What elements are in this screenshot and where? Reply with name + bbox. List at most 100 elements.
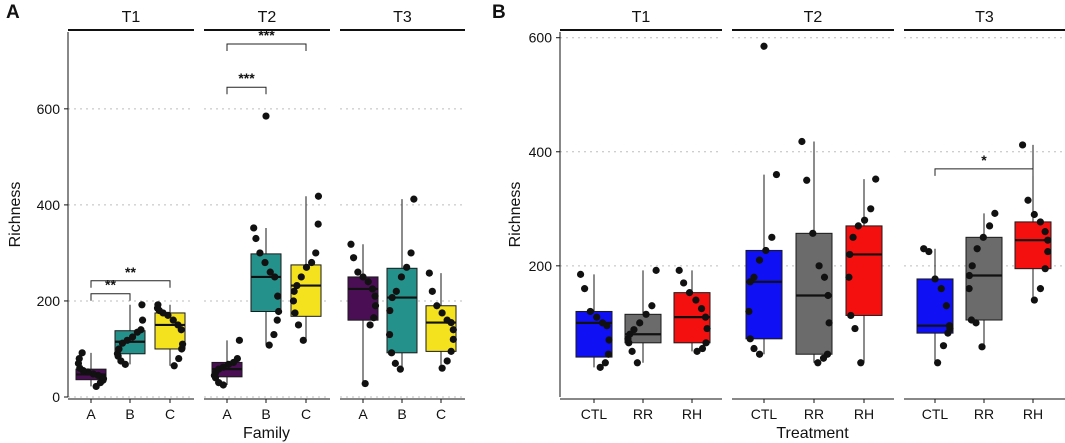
x-tick-label-T1-RR: RR [633, 406, 653, 422]
data-point [438, 309, 446, 317]
y-tick-label-600: 600 [37, 101, 61, 117]
data-point [233, 354, 241, 363]
outlier-point [760, 42, 768, 50]
data-point [291, 309, 299, 317]
data-point [138, 301, 146, 309]
data-point [823, 350, 832, 358]
data-point [872, 175, 880, 183]
data-point [991, 209, 999, 217]
data-point [137, 326, 145, 334]
data-point [945, 322, 954, 330]
data-point [576, 270, 585, 278]
x-tick-label-T3-A: A [358, 406, 368, 422]
data-point [847, 311, 855, 320]
data-point [698, 344, 707, 353]
data-point [403, 263, 411, 271]
data-point [973, 245, 981, 253]
data-point [1036, 285, 1045, 293]
x-tick-label-T3-C: C [436, 406, 446, 422]
data-point [967, 316, 976, 324]
x-tick-label-T2-C: C [301, 406, 311, 422]
y-tick-label-400: 400 [529, 144, 553, 160]
data-point [349, 254, 358, 262]
data-point [364, 278, 372, 286]
box-group-T1-C [153, 301, 187, 370]
data-point [425, 269, 433, 277]
data-point [273, 316, 281, 324]
data-point [388, 293, 396, 302]
data-point [985, 222, 994, 230]
data-point [768, 233, 776, 241]
data-point [370, 314, 378, 322]
data-point [294, 321, 303, 329]
box-iqr [845, 225, 883, 316]
data-point [845, 273, 853, 281]
data-point [261, 258, 269, 267]
significance-label: * [981, 152, 987, 168]
data-point [397, 273, 406, 281]
data-point [75, 354, 83, 363]
data-point [814, 359, 822, 367]
y-tick-label-200: 200 [37, 293, 61, 309]
data-point [798, 137, 806, 146]
data-point [447, 347, 455, 355]
x-tick-label-T3-RH: RH [1023, 406, 1043, 422]
x-tick-label-T1-C: C [165, 406, 175, 422]
box-group-T2-CTL [745, 42, 783, 358]
significance-T1-A-C: ** [90, 264, 171, 288]
data-point [680, 279, 688, 287]
panel-letter-a: A [6, 2, 20, 23]
box-group-T2-RR [795, 137, 833, 367]
significance-T3-CTL-RH: * [934, 152, 1034, 176]
significance-bracket [90, 293, 131, 301]
box-group-T3-C [425, 269, 457, 372]
data-point [628, 347, 636, 355]
data-point [347, 240, 355, 248]
data-point [968, 262, 976, 270]
data-point [942, 302, 950, 310]
data-point [407, 249, 415, 257]
box-group-T1-B [113, 301, 147, 368]
facet-label-T2: T2 [258, 9, 277, 26]
data-point [386, 306, 394, 315]
panel-a: A 0 200 400 600 Richness T1 A B C T2 A B C T3 A B C Famil… [6, 2, 465, 442]
data-point [979, 233, 987, 241]
data-point [815, 262, 823, 270]
data-point [746, 335, 754, 343]
data-point [299, 336, 307, 344]
significance-label: ** [125, 264, 136, 280]
data-point [371, 292, 379, 300]
data-point [250, 224, 258, 232]
data-point [851, 324, 859, 333]
data-point [274, 292, 282, 300]
data-point [867, 205, 875, 213]
data-point [387, 349, 396, 357]
data-point [266, 268, 274, 276]
x-tick-label-T2-B: B [261, 406, 270, 422]
data-point [293, 281, 301, 290]
data-point [920, 245, 928, 253]
data-point [693, 347, 701, 355]
data-point [750, 344, 758, 353]
data-point [803, 176, 811, 184]
data-point [755, 256, 764, 264]
box-group-T3-RH [1014, 141, 1052, 304]
y-tick-label-400: 400 [37, 197, 61, 213]
data-point [274, 307, 283, 316]
box-group-T1-RR [624, 266, 662, 367]
x-axis-title: Family [243, 425, 290, 442]
data-point [860, 216, 869, 224]
significance-label: *** [258, 27, 275, 43]
data-point [636, 319, 644, 327]
data-point [385, 330, 394, 339]
data-point [685, 289, 694, 297]
x-tick-label-T1-RH: RH [682, 406, 702, 422]
data-point [1018, 141, 1027, 149]
data-point [252, 234, 260, 243]
data-point [593, 313, 601, 321]
data-point [846, 250, 854, 259]
data-point [854, 222, 862, 230]
data-point [428, 287, 436, 295]
box-group-T1-A [74, 349, 108, 391]
